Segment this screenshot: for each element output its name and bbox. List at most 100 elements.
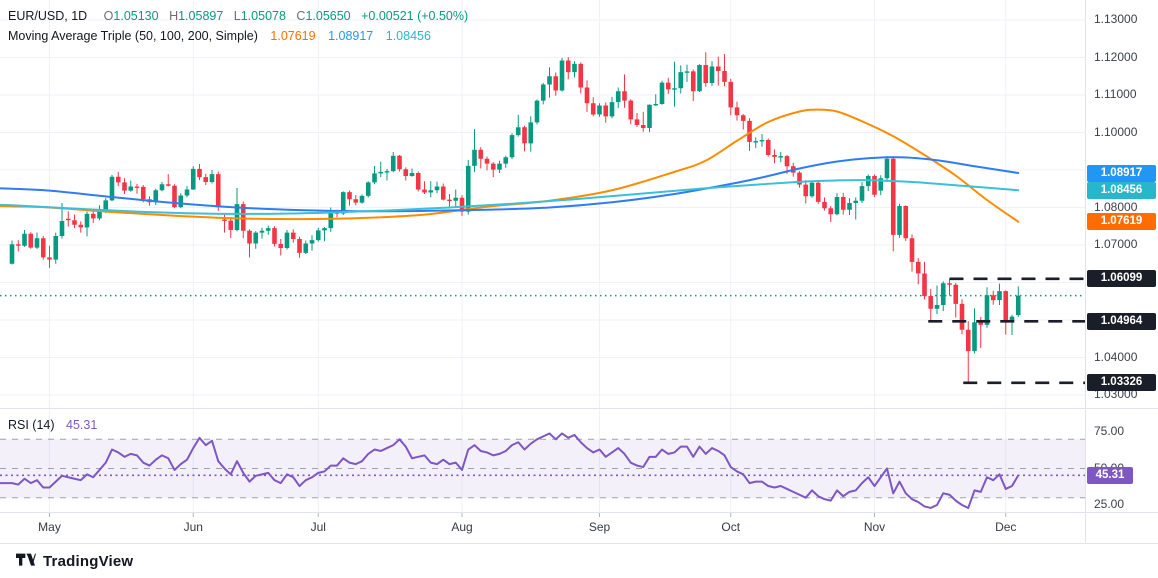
candle-body-up (453, 197, 459, 201)
candle-body-up (647, 104, 652, 128)
rsi-indicator-legend[interactable]: RSI (14) 45.31 (8, 418, 97, 432)
open-label: O (103, 9, 114, 23)
price-tick-label: 1.08000 (1094, 199, 1138, 214)
candle-body-up (809, 182, 815, 197)
tradingview-logo[interactable]: TradingView (16, 553, 133, 570)
candle-body-up (778, 156, 784, 158)
ma100-line (0, 156, 1020, 213)
candle-body-up (672, 88, 677, 90)
candle-body-down (197, 168, 202, 178)
candle-body-down (272, 228, 277, 244)
candle-body-down (484, 158, 490, 164)
candle-body-down (978, 322, 984, 325)
candle-body-down (947, 283, 952, 285)
candle-body-up (97, 211, 102, 219)
chart-canvas[interactable] (0, 0, 1158, 544)
candle-body-up (878, 178, 884, 191)
candle-body-up (109, 176, 115, 201)
candle-body-down (622, 91, 627, 101)
candle-body-down (765, 140, 771, 155)
candle-body-down (278, 243, 284, 248)
candle-body-down (440, 186, 446, 200)
candle-body-down (734, 107, 740, 116)
price-tick-label: 1.07000 (1094, 237, 1138, 251)
candle-body-down (422, 189, 427, 193)
main-chart-legend[interactable]: EUR/USD, 1D O1.05130 H1.05897 L1.05078 C… (8, 9, 468, 23)
candle-body-up (528, 122, 534, 144)
candle-body-down (928, 296, 934, 309)
candle-body-down (115, 176, 121, 183)
candle-body-up (328, 212, 334, 229)
candle-body-up (284, 232, 290, 248)
candle-body-up (253, 232, 259, 244)
month-label-dec: Dec (995, 520, 1017, 534)
month-label-jul: Jul (310, 520, 326, 534)
candle-body-up (303, 243, 309, 253)
open-value: 1.05130 (113, 9, 159, 23)
candle-body-up (847, 203, 852, 210)
candle-body-up (259, 230, 265, 233)
level-badge-lower: 1.03326 (1087, 374, 1156, 392)
candle-body-down (1003, 291, 1009, 321)
candle-body-up (190, 168, 196, 190)
candle-body-up (84, 213, 90, 228)
candle-body-down (40, 238, 46, 258)
candle-body-up (340, 192, 346, 214)
candle-body-down (490, 163, 496, 170)
candle-body-up (359, 195, 365, 203)
candle-body-up (209, 174, 215, 182)
ma100-value: 1.08917 (328, 29, 374, 43)
candle-body-up (984, 295, 990, 325)
candle-body-down (703, 65, 709, 83)
candle-body-up (684, 71, 690, 73)
candle-body-down (415, 173, 421, 190)
candle-body-down (228, 220, 234, 230)
candle-body-up (178, 195, 184, 208)
month-label-nov: Nov (863, 520, 886, 534)
candle-body-down (959, 303, 965, 330)
candle-body-up (22, 233, 27, 246)
candle-body-up (540, 84, 546, 101)
candle-body-down (828, 208, 834, 215)
candle-body-up (234, 204, 240, 230)
candle-body-up (753, 141, 759, 143)
candle-body-up (428, 190, 434, 193)
candle-body-up (547, 76, 552, 85)
ma-indicator-title: Moving Average Triple (50, 100, 200, Sim… (8, 29, 258, 43)
close-label: C (296, 9, 306, 23)
candle-body-up (53, 236, 59, 260)
high-label: H (169, 9, 179, 23)
candle-body-up (1015, 295, 1021, 316)
candle-body-up (128, 186, 134, 191)
candle-body-up (853, 200, 859, 203)
candle-body-down (722, 71, 727, 82)
close-value: 1.05650 (305, 9, 351, 23)
candle-body-up (834, 197, 840, 215)
candle-body-up (390, 155, 396, 172)
candle-body-down (584, 87, 590, 104)
month-label-may: May (38, 520, 61, 534)
level-badge-middle: 1.04964 (1087, 312, 1156, 330)
candle-body-up (759, 140, 765, 142)
candle-body-up (365, 182, 371, 196)
candle-body-down (784, 156, 790, 167)
candle-body-down (397, 155, 402, 170)
candle-body-down (872, 176, 877, 195)
candle-body-up (472, 149, 477, 166)
candle-body-down (890, 158, 896, 235)
candle-body-up (434, 186, 440, 191)
candle-body-down (640, 125, 646, 128)
rsi-plot-line (0, 432, 1020, 509)
ma200-line (0, 179, 1020, 215)
low-value: 1.05078 (240, 9, 286, 23)
ma-indicator-legend[interactable]: Moving Average Triple (50, 100, 200, Sim… (8, 29, 431, 43)
candle-body-down (715, 66, 721, 71)
candle-body-up (940, 283, 946, 305)
candle-body-up (615, 91, 621, 103)
candle-body-down (903, 206, 909, 239)
price-tick-label: 1.13000 (1094, 12, 1138, 26)
candle-body-down (728, 81, 734, 108)
candle-body-up (384, 171, 390, 173)
candle-body-down (797, 172, 802, 185)
